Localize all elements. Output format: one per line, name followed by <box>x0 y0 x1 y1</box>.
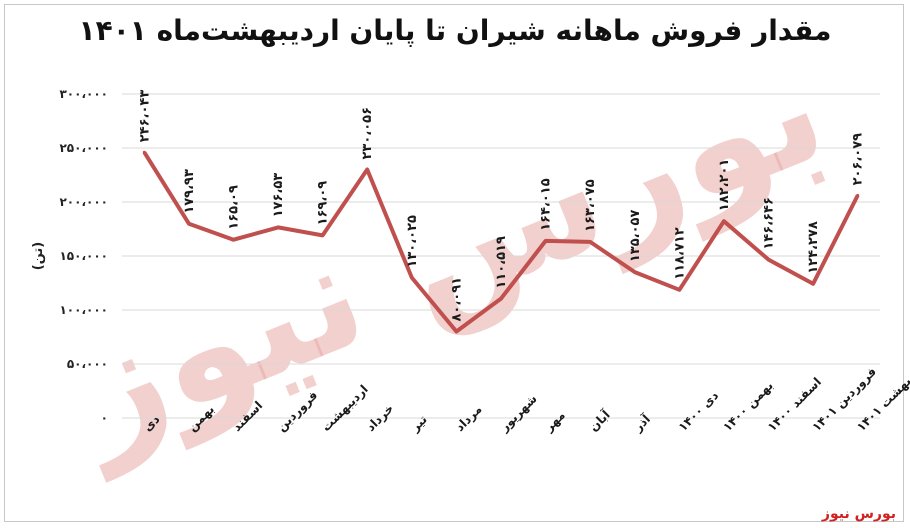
data-label: ۱۶۹،۰۹ <box>316 181 331 226</box>
data-labels: ۲۴۶،۰۴۳ ۱۷۹،۹۳ ۱۶۵،۰۹ ۱۷۶،۵۳ ۱۶۹،۰۹ ۲۳۰،۰۵۶ ۱۳… <box>137 90 865 322</box>
y-axis-label: (تن) <box>31 242 46 271</box>
data-label: ۱۸۲،۲۰۱ <box>717 159 732 212</box>
data-point <box>677 288 681 292</box>
data-label: ۲۳۰،۰۵۶ <box>360 107 375 160</box>
chart-title: مقدار فروش ماهانه شیران تا پایان اردیبهش… <box>78 14 832 47</box>
y-tick-label: ۲۰۰،۰۰۰ <box>59 195 108 209</box>
data-point <box>231 238 235 242</box>
data-point <box>588 240 592 244</box>
source-label: بورس نیوز <box>821 506 896 522</box>
data-point <box>187 222 191 226</box>
y-tick-label: ۱۵۰،۰۰۰ <box>59 249 108 263</box>
x-tick-label: آذر <box>630 411 654 435</box>
data-point <box>811 282 815 286</box>
y-tick-label: ۰ <box>101 411 108 425</box>
data-point <box>410 276 414 280</box>
data-label: ۱۲۴،۲۷۸ <box>806 221 821 274</box>
series-line <box>142 150 860 334</box>
watermark-text: بورس نیوز <box>40 21 848 483</box>
data-label: ۱۱۸،۷۱۲ <box>672 227 687 280</box>
y-tick-label: ۳۰۰،۰۰۰ <box>59 87 108 101</box>
data-label: ۱۷۶،۵۳ <box>271 173 286 218</box>
data-label: ۱۳۵،۰۵۷ <box>628 210 643 263</box>
x-tick-label: شهریور <box>497 392 541 436</box>
y-tick-label: ۲۵۰،۰۰۰ <box>59 141 108 155</box>
y-tick-labels: ۰ ۵۰،۰۰۰ ۱۰۰،۰۰۰ ۱۵۰،۰۰۰ ۲۰۰،۰۰۰ ۲۵۰،۰۰۰ ۳۰۰،۰… <box>59 87 108 425</box>
data-point <box>499 297 503 301</box>
x-tick-label: مهر <box>541 408 568 435</box>
x-tick-label: تیر <box>407 412 430 435</box>
data-point <box>722 219 726 223</box>
data-label: ۸۰،۰۹۱ <box>449 277 464 322</box>
data-point <box>633 270 637 274</box>
watermark-logo: بورس نیوز <box>40 21 848 483</box>
data-point <box>321 233 325 237</box>
x-tick-label: دی ۱۴۰۰ <box>676 388 722 434</box>
data-label: ۱۶۳،۰۷۵ <box>583 179 598 232</box>
data-label: ۱۶۴،۰۱۵ <box>539 178 554 231</box>
data-point <box>142 150 146 154</box>
y-tick-label: ۱۰۰،۰۰۰ <box>59 303 108 317</box>
data-point <box>544 239 548 243</box>
data-label: ۲۴۶،۰۴۳ <box>137 90 152 143</box>
data-label: ۱۱۰،۵۱۹ <box>494 236 509 289</box>
data-point <box>767 258 771 262</box>
gridlines <box>122 93 880 419</box>
y-tick-label: ۵۰،۰۰۰ <box>67 357 108 371</box>
data-point <box>365 168 369 172</box>
data-point <box>856 193 860 197</box>
data-label: ۲۰۶،۰۷۹ <box>851 133 866 186</box>
data-label: ۱۴۶،۶۴۶ <box>762 197 777 250</box>
data-point <box>276 225 280 229</box>
chart-frame <box>4 4 904 522</box>
data-label: ۱۶۵،۰۹ <box>226 185 241 230</box>
data-label: ۱۷۹،۹۳ <box>182 169 197 214</box>
data-point <box>454 330 458 334</box>
x-tick-label: آبان <box>586 406 614 434</box>
data-label: ۱۳۰،۰۲۵ <box>405 215 420 268</box>
